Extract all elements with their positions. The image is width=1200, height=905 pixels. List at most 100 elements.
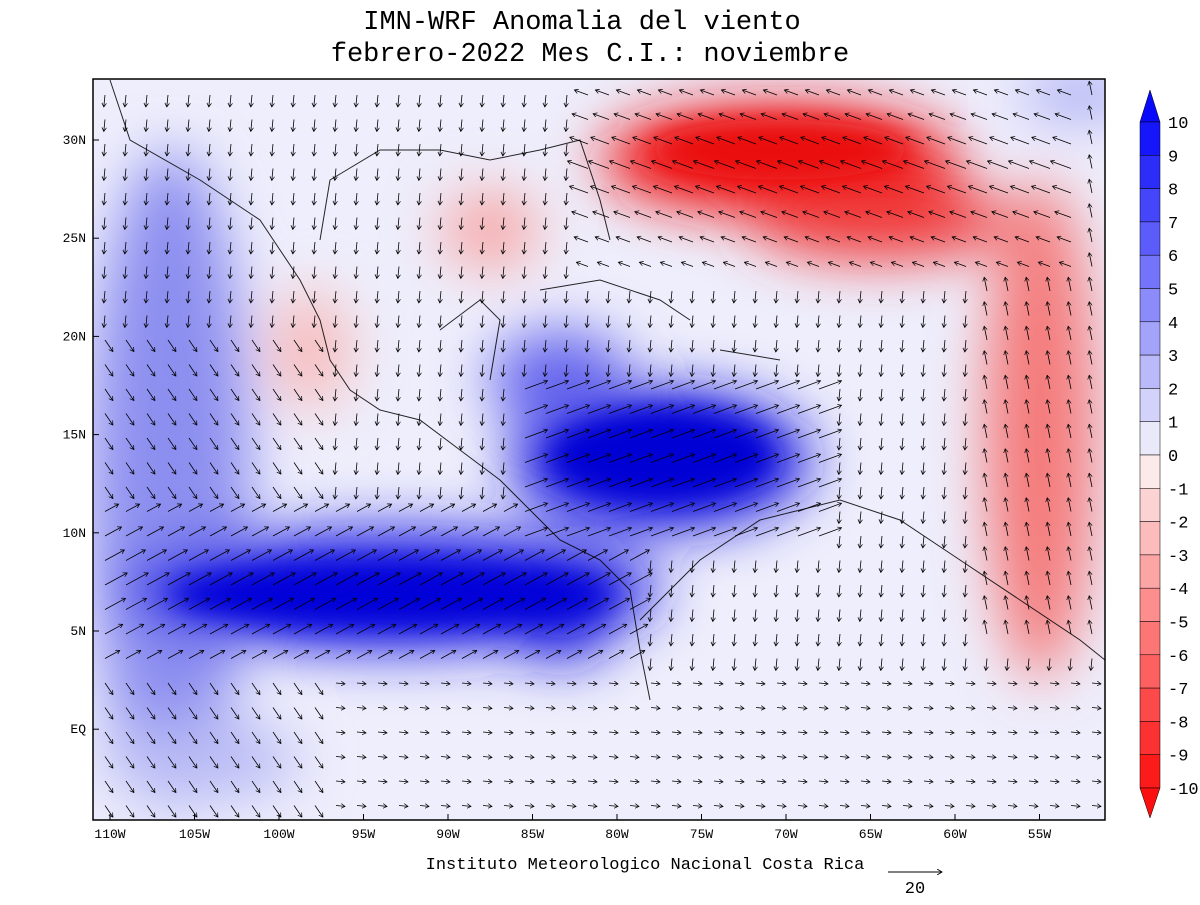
wind-arrow	[971, 212, 988, 218]
wind-arrow	[566, 94, 567, 107]
wind-arrow	[902, 290, 903, 303]
wind-arrow	[671, 381, 695, 390]
wind-arrow	[807, 262, 820, 267]
wind-arrow	[1057, 90, 1072, 96]
wind-arrow	[950, 114, 967, 120]
wind-arrow	[419, 388, 420, 401]
wind-arrow	[125, 241, 126, 254]
wind-arrow	[713, 528, 737, 537]
wind-arrow	[990, 186, 1009, 194]
wind-arrow	[335, 266, 336, 279]
wind-arrow	[419, 192, 420, 205]
wind-arrow	[637, 237, 652, 243]
wind-arrow	[377, 290, 378, 303]
wind-arrow	[1089, 277, 1093, 292]
wind-arrow	[860, 315, 861, 328]
wind-arrow	[524, 168, 525, 181]
wind-arrow	[167, 504, 182, 512]
wind-arrow	[860, 364, 861, 377]
wind-arrow	[1026, 351, 1030, 365]
wind-arrow	[146, 315, 147, 328]
wind-arrow	[482, 527, 500, 537]
colorbar-label: 3	[1168, 348, 1178, 367]
wind-arrow	[524, 405, 548, 414]
wind-arrow	[335, 504, 350, 512]
wind-arrow	[356, 217, 357, 230]
wind-arrow	[461, 413, 462, 426]
wind-arrow	[251, 413, 260, 426]
anomaly-field	[93, 79, 1105, 820]
wind-arrow	[104, 550, 124, 561]
wind-arrow	[398, 437, 399, 450]
wind-arrow	[965, 315, 966, 328]
wind-arrow	[125, 339, 134, 352]
wind-arrow	[1017, 262, 1030, 267]
wind-arrow	[251, 241, 252, 254]
wind-arrow	[818, 364, 819, 377]
wind-arrow	[608, 315, 609, 328]
wind-arrow	[104, 437, 113, 450]
wind-arrow	[776, 405, 800, 414]
wind-arrow	[251, 290, 252, 303]
wind-arrow	[1026, 498, 1030, 512]
wind-arrow	[694, 161, 715, 169]
wind-arrow	[524, 290, 525, 303]
wind-arrow	[293, 486, 302, 499]
wind-arrow	[398, 168, 399, 181]
wind-arrow	[272, 217, 273, 230]
wind-arrow	[782, 212, 799, 218]
wind-arrow	[692, 339, 693, 352]
wind-arrow	[780, 186, 799, 194]
wind-arrow	[902, 511, 903, 524]
wind-arrow	[461, 462, 462, 475]
wind-arrow	[801, 137, 820, 145]
wind-arrow	[761, 212, 778, 218]
wind-arrow	[419, 168, 420, 181]
wind-arrow	[104, 192, 105, 205]
wind-arrow	[167, 486, 176, 499]
wind-arrow	[545, 143, 546, 156]
colorbar-swatch	[1139, 754, 1161, 789]
wind-arrow	[398, 143, 399, 156]
wind-arrow	[209, 486, 218, 499]
wind-arrow	[167, 527, 185, 537]
wind-arrow	[826, 237, 841, 243]
wind-arrow	[650, 503, 674, 512]
wind-arrow	[818, 315, 819, 328]
wind-arrow	[740, 212, 757, 218]
wind-arrow	[1055, 114, 1072, 120]
wind-arrow	[104, 413, 113, 426]
colorbar-bottom-triangle	[1139, 787, 1161, 819]
wind-arrow	[377, 119, 378, 132]
wind-arrow	[587, 503, 611, 512]
wind-arrow	[885, 186, 904, 194]
wind-arrow	[272, 462, 281, 475]
wind-arrow	[1005, 498, 1009, 512]
wind-arrow	[952, 90, 967, 96]
wind-arrow	[272, 364, 281, 377]
wind-arrow	[637, 90, 652, 96]
wind-arrow	[356, 527, 374, 537]
wind-arrow	[419, 94, 420, 107]
wind-arrow	[335, 94, 336, 107]
wind-arrow	[650, 454, 674, 463]
wind-arrow	[209, 192, 210, 205]
wind-arrow	[948, 186, 967, 194]
wind-arrow	[314, 192, 315, 205]
wind-arrow	[824, 212, 841, 218]
wind-arrow	[1005, 375, 1009, 390]
wind-arrow	[912, 262, 925, 267]
wind-arrow	[797, 315, 798, 328]
wind-arrow	[377, 315, 378, 328]
wind-arrow	[356, 462, 357, 475]
wind-arrow	[335, 388, 336, 401]
wind-arrow	[272, 143, 273, 156]
wind-arrow	[356, 437, 357, 450]
wind-arrow	[377, 486, 378, 499]
wind-arrow	[356, 143, 357, 156]
wind-arrow	[881, 388, 882, 401]
wind-arrow	[335, 241, 336, 254]
wind-arrow	[398, 364, 399, 377]
colorbar-label: 2	[1168, 381, 1178, 400]
wind-arrow	[566, 339, 567, 352]
